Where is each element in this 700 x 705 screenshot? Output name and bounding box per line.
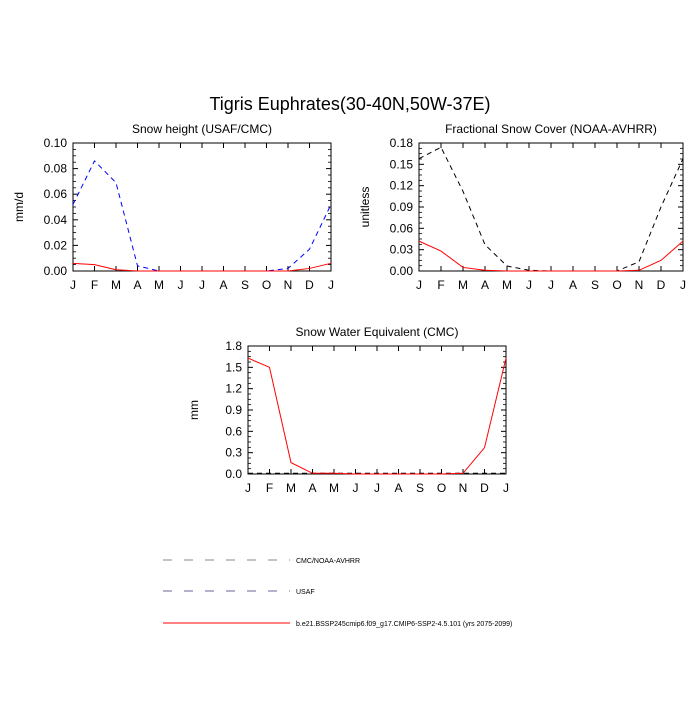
plot-frame [72, 142, 332, 272]
x-tick-label: J [680, 278, 686, 292]
y-tick-label: 0.08 [44, 162, 68, 176]
y-axis-label: mm [187, 400, 201, 420]
x-tick-label: A [481, 278, 489, 292]
x-tick-label: N [459, 481, 468, 495]
x-tick-label: M [329, 481, 339, 495]
plot-frame [247, 345, 507, 475]
y-axis-label: unitless [358, 187, 372, 228]
series-line-model [72, 262, 332, 272]
y-tick-label: 0.02 [44, 238, 68, 252]
x-tick-label: S [241, 278, 249, 292]
y-tick-label: 0.06 [44, 187, 68, 201]
x-tick-label: S [591, 278, 599, 292]
legend: CMC/NOAA-AVHRR USAF b.e21.BSSP245cmip6.f09… [163, 558, 512, 628]
y-tick-label: 0.18 [390, 136, 414, 150]
x-tick-label: D [657, 278, 666, 292]
x-tick-label: J [70, 278, 76, 292]
x-tick-label: J [245, 481, 251, 495]
y-tick-label: 0.12 [390, 179, 414, 193]
y-tick-label: 0.00 [390, 264, 414, 278]
x-tick-label: J [526, 278, 532, 292]
x-tick-label: A [219, 278, 227, 292]
y-tick-label: 1.5 [225, 360, 242, 374]
series-line-usaf [72, 160, 332, 272]
y-tick-label: 0.6 [225, 424, 242, 438]
x-tick-label: J [503, 481, 509, 495]
x-tick-label: A [394, 481, 402, 495]
x-tick-label: F [437, 278, 444, 292]
x-tick-label: J [328, 278, 334, 292]
x-tick-label: J [548, 278, 554, 292]
y-tick-label: 1.8 [225, 339, 242, 353]
y-tick-label: 0.00 [44, 264, 68, 278]
y-tick-label: 0.15 [390, 157, 414, 171]
series-line-model [418, 240, 684, 272]
panel-snow-water-equivalent: Snow Water Equivalent (CMC) mm 0.0 0.3 0.6 0.… [187, 325, 509, 495]
x-tick-label: M [154, 278, 164, 292]
x-tick-label: O [262, 278, 271, 292]
x-tick-label: M [286, 481, 296, 495]
x-tick-label: J [374, 481, 380, 495]
y-tick-label: 0.9 [225, 403, 242, 417]
page-title: Tigris Euphrates(30-40N,50W-37E) [209, 94, 490, 114]
x-tick-label: J [416, 278, 422, 292]
legend-label-obs: CMC/NOAA-AVHRR [296, 558, 360, 565]
x-tick-label: F [91, 278, 98, 292]
x-tick-label: A [308, 481, 316, 495]
x-tick-label: N [635, 278, 644, 292]
y-tick-label: 0.3 [225, 446, 242, 460]
y-tick-label: 0.03 [390, 243, 414, 257]
legend-label-usaf: USAF [296, 589, 315, 596]
series-line-model [247, 357, 507, 475]
legend-label-model: b.e21.BSSP245cmip6.f09_g17.CMIP6-SSP2-4.… [296, 621, 512, 628]
y-tick-label: 0.06 [390, 221, 414, 235]
x-tick-label: D [305, 278, 314, 292]
y-tick-label: 0.04 [44, 213, 68, 227]
panel-title: Snow height (USAF/CMC) [132, 122, 272, 136]
y-tick-label: 0.09 [390, 200, 414, 214]
x-tick-label: J [353, 481, 359, 495]
x-tick-label: M [111, 278, 121, 292]
series-line-obs [418, 146, 684, 272]
y-axis-label: mm/d [12, 192, 26, 222]
y-tick-label: 0.0 [225, 467, 242, 481]
x-tick-label: N [284, 278, 293, 292]
x-tick-label: S [416, 481, 424, 495]
x-tick-label: O [612, 278, 621, 292]
x-tick-label: A [569, 278, 577, 292]
x-tick-label: M [458, 278, 468, 292]
y-tick-label: 0.10 [44, 136, 68, 150]
y-tick-label: 1.2 [225, 382, 242, 396]
panel-snow-height: Snow height (USAF/CMC) mm/d 0.00 0.02 0.04 0.… [12, 122, 334, 292]
x-tick-label: M [502, 278, 512, 292]
x-tick-label: J [178, 278, 184, 292]
panel-title: Fractional Snow Cover (NOAA-AVHRR) [445, 122, 657, 136]
x-tick-label: A [133, 278, 141, 292]
x-tick-label: D [480, 481, 489, 495]
x-tick-label: J [199, 278, 205, 292]
panel-title: Snow Water Equivalent (CMC) [296, 325, 459, 339]
x-tick-label: O [437, 481, 446, 495]
x-tick-label: F [266, 481, 273, 495]
panel-fractional-snow-cover: Fractional Snow Cover (NOAA-AVHRR) unitle… [358, 122, 686, 292]
